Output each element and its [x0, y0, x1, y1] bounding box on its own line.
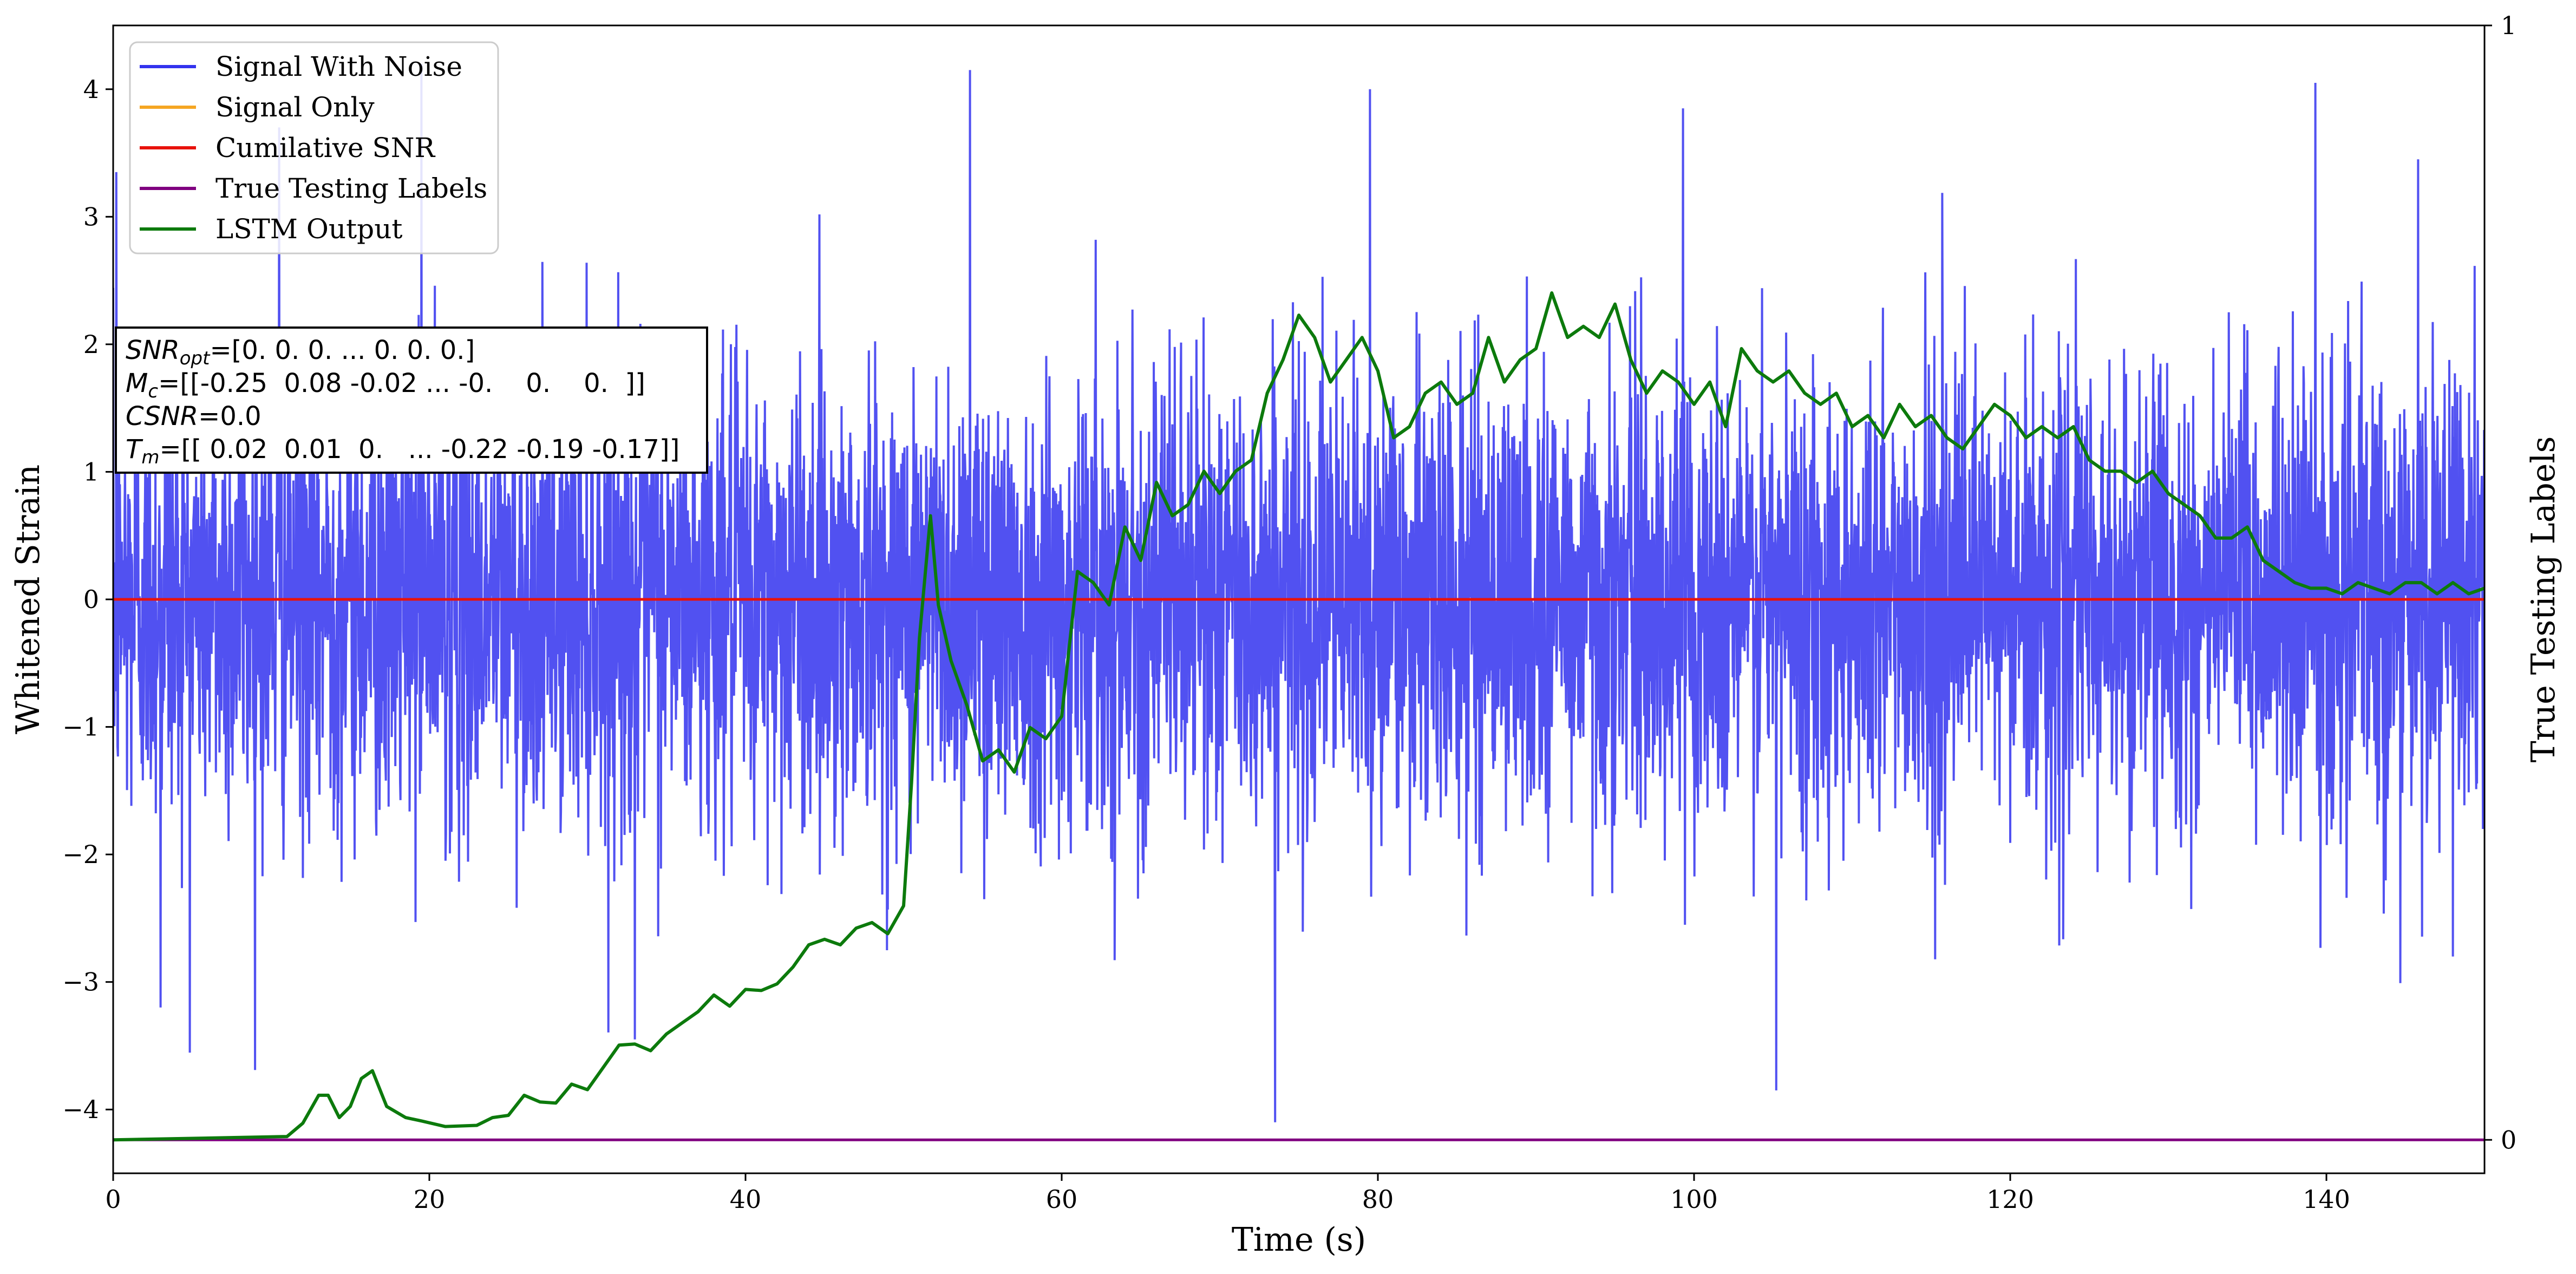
legend-label: Signal Only	[215, 92, 375, 123]
x-axis-label: Time (s)	[1232, 1221, 1366, 1259]
x-tick-label: 60	[1046, 1185, 1078, 1214]
y-axis-label: Whitened Strain	[9, 465, 47, 734]
legend-label: Signal With Noise	[215, 51, 462, 82]
legend-label: True Testing Labels	[215, 173, 487, 204]
legend-label: Cumilative SNR	[215, 132, 435, 164]
annotation-box: SNRopt=[0. 0. 0. ... 0. 0. 0.]Mc=[[-0.25…	[115, 326, 708, 474]
annotation-frame	[115, 326, 708, 474]
x-tick-label: 80	[1362, 1185, 1394, 1214]
x-tick-label: 120	[1986, 1185, 2034, 1214]
plot-area	[113, 63, 2485, 1142]
y-tick-label: −4	[62, 1095, 99, 1124]
annotation-line: SNRopt=[0. 0. 0. ... 0. 0. 0.]	[126, 335, 475, 369]
annotation-line: Mc=[[-0.25 0.08 -0.02 ... -0. 0. 0. ]]	[126, 368, 645, 402]
lstm-output-line	[113, 291, 2485, 1142]
x-tick-label: 40	[730, 1185, 762, 1214]
y2-axis: 01	[2485, 11, 2516, 1154]
y2-tick-label: 0	[2501, 1125, 2516, 1154]
x-tick-label: 0	[105, 1185, 121, 1214]
legend-label: LSTM Output	[215, 213, 402, 245]
y-tick-label: 0	[83, 585, 99, 614]
y2-tick-label: 1	[2501, 11, 2516, 40]
x-tick-label: 20	[414, 1185, 446, 1214]
legend-box	[129, 41, 499, 254]
x-tick-label: 140	[2303, 1185, 2350, 1214]
signal-with-noise-line	[113, 63, 2485, 1122]
y-tick-label: 3	[83, 202, 99, 231]
legend: Signal With Noise Signal Only Cumilative S…	[129, 41, 499, 254]
annotation-line: CSNR=0.0	[126, 401, 261, 432]
y-tick-label: 1	[83, 457, 99, 486]
y-tick-label: −2	[62, 840, 99, 869]
y-tick-label: 4	[83, 75, 99, 104]
x-axis: 0 20 40 60 80 100 120 140	[105, 1173, 2350, 1214]
x-tick-label: 100	[1670, 1185, 1718, 1214]
y-tick-label: 2	[83, 330, 99, 359]
y-tick-label: −3	[62, 968, 99, 997]
y2-axis-label: True Testing Labels	[2525, 436, 2562, 763]
y-axis: −4 −3 −2 −1 0 1 2 3 4	[62, 75, 113, 1124]
annotation-line: Tm=[[ 0.02 0.01 0. ... -0.22 -0.19 -0.17…	[126, 434, 679, 468]
y-tick-label: −1	[62, 713, 99, 742]
